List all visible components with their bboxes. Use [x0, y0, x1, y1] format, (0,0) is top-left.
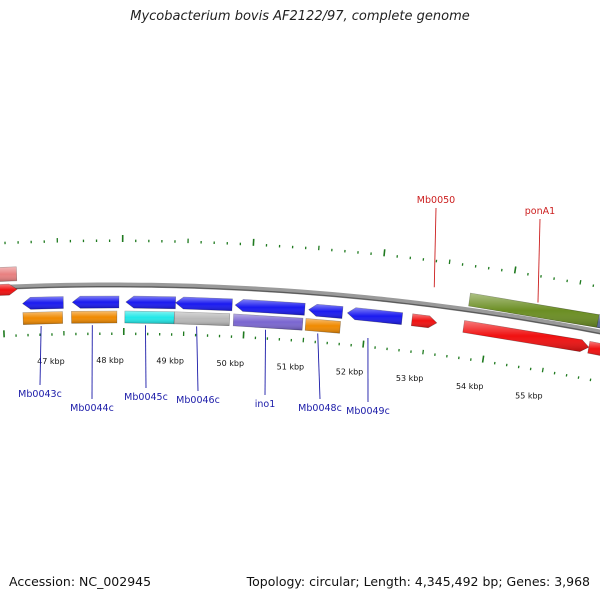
- left-edge-feature-pink-shading: [0, 266, 17, 282]
- accession-text: Accession: NC_002945: [9, 574, 152, 589]
- feature-bar-ponA1-shading: [468, 293, 600, 328]
- genome-backbone: [0, 282, 600, 335]
- backbone-arc-shadow: [0, 286, 600, 335]
- gene-arrow-Mb0050-shading: [411, 313, 437, 328]
- gene-label-Mb0043c: Mb0043c: [18, 389, 62, 400]
- gene-label-ino1: ino1: [255, 399, 276, 410]
- leader-line: [264, 329, 267, 396]
- kbp-label: 48 kbp: [96, 356, 124, 365]
- backbone-arc: [0, 282, 600, 335]
- gene-label-Mb0050: Mb0050: [417, 195, 455, 206]
- gene-arrow-Mb0044c-shading: [72, 296, 119, 309]
- feature-bar-next-shading: [596, 314, 600, 328]
- kbp-label: 51 kbp: [277, 362, 305, 371]
- kbp-label: 47 kbp: [37, 357, 65, 366]
- gene-label-Mb0048c: Mb0048c: [298, 403, 342, 414]
- leader-line: [317, 333, 321, 400]
- genome-summary-text: Topology: circular; Length: 4,345,492 bp…: [246, 574, 590, 589]
- leader-line: [39, 325, 42, 386]
- gene-arrow-ino1-shading: [235, 299, 306, 316]
- gene-arrow-Mb0048c-shading: [308, 304, 343, 319]
- pair-bar-Mb0045c-shading: [124, 311, 175, 324]
- scale-tick: [541, 367, 544, 373]
- scale-tick: [513, 266, 517, 274]
- scale-tick: [481, 355, 485, 363]
- inner-tick-ring: [3, 328, 592, 382]
- kbp-label: 54 kbp: [456, 382, 484, 391]
- leader-line: [145, 325, 147, 389]
- gene-labels: Mb0043c Mb0044c Mb0045c Mb0046c ino1 Mb0048c M…: [18, 195, 555, 417]
- left-edge-feature-red-shading: [0, 284, 18, 296]
- scale-tick: [579, 279, 582, 285]
- leader-line: [196, 326, 199, 392]
- scale-tick: [383, 249, 386, 257]
- gene-label-Mb0046c: Mb0046c: [176, 395, 220, 406]
- gene-arrow-Mb0049c-shading: [347, 307, 403, 325]
- kbp-label: 55 kbp: [515, 391, 543, 400]
- gene-arrow-Mb0043c-shading: [22, 296, 64, 310]
- leader-line: [537, 218, 541, 303]
- gene-label-Mb0045c: Mb0045c: [124, 392, 168, 403]
- kbp-label: 52 kbp: [336, 367, 364, 376]
- leader-line: [433, 207, 437, 288]
- pair-bar-Mb0048c-shading: [305, 318, 341, 334]
- gene-arrow-next-shading: [587, 341, 600, 356]
- kbp-label: 49 kbp: [156, 357, 184, 366]
- gene-label-Mb0049c: Mb0049c: [346, 406, 390, 417]
- gene-arrow-Mb0046c-shading: [175, 297, 233, 311]
- outer-tick-ring: [4, 235, 595, 288]
- scale-tick: [448, 259, 451, 265]
- gene-label-Mb0044c: Mb0044c: [70, 403, 114, 414]
- pair-bar-Mb0043c-shading: [22, 311, 63, 325]
- kbp-label: 53 kbp: [396, 374, 424, 383]
- scale-tick: [422, 349, 424, 355]
- feature-track: [0, 266, 600, 356]
- scale-tick: [362, 340, 365, 348]
- pair-bar-ino1-shading: [233, 313, 303, 331]
- kbp-label: 50 kbp: [217, 359, 245, 368]
- gene-arrow-ponA1-shading: [462, 320, 589, 352]
- map-title: Mycobacterium bovis AF2122/97, complete …: [130, 9, 470, 24]
- gene-arrow-Mb0045c-shading: [125, 296, 176, 309]
- pair-bar-Mb0044c-shading: [71, 311, 117, 324]
- pair-bar-Mb0046c-shading: [174, 311, 230, 326]
- kbp-scale-labels: 47 kbp 48 kbp 49 kbp 50 kbp 51 kbp 52 kbp 53 k…: [37, 356, 542, 400]
- gene-label-ponA1: ponA1: [525, 206, 555, 217]
